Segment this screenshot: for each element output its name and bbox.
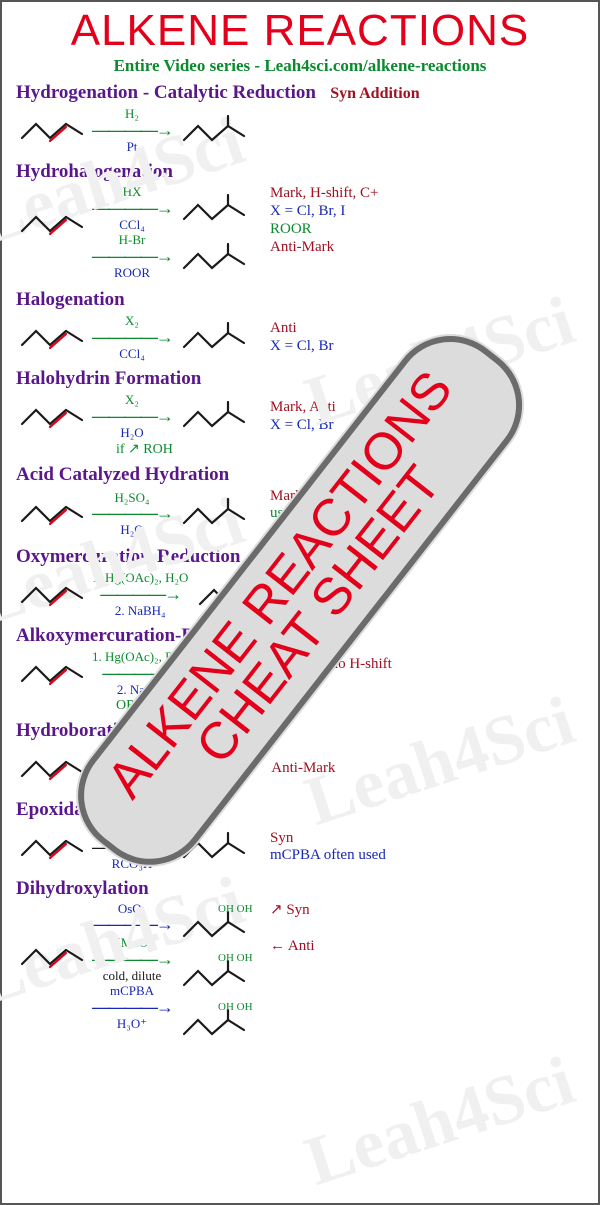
reaction-notes: AntiX = Cl, Br: [270, 320, 333, 355]
note-line: X = Cl, Br, I: [270, 203, 378, 221]
reactant-molecule: [16, 315, 86, 360]
reagent-top: 1. Hg(OAc)₂, H₂O: [92, 571, 188, 585]
reaction-arrow: H₂ ――――→ Pt: [92, 107, 172, 153]
reactant-molecule: [16, 394, 86, 439]
reagent-top: X₂: [125, 314, 139, 328]
arrow-line: ――――→: [92, 998, 172, 1017]
reaction-title: Hydrohalogenation: [16, 161, 598, 183]
reaction-block: Dihydroxylation OsO₄ ――――→ KMnO₄ ――――→ c…: [16, 878, 598, 1049]
reagent-bottom: CCl₄: [119, 218, 145, 232]
product-molecule: [178, 185, 258, 234]
reagent-bottom: cold, dilute: [103, 969, 162, 983]
reagent-top: KMnO₄: [111, 936, 152, 950]
arrow-line: ――――→: [92, 950, 172, 969]
product-molecule: OH OH: [178, 951, 258, 1000]
note-line: Anti-Mark: [270, 239, 378, 257]
reactant-molecule: [16, 651, 86, 696]
page-title: ALKENE REACTIONS: [2, 6, 598, 56]
reaction-block: Hydrogenation - Catalytic Reduction Syn …: [16, 82, 598, 155]
reagent-top: H-Br: [119, 233, 146, 247]
reaction-notes: SynmCPBA often used: [270, 830, 386, 865]
reagent-bottom: ROOR: [114, 266, 150, 280]
reactant-molecule: [16, 491, 86, 536]
reaction-title: Hydrogenation - Catalytic Reduction Syn …: [16, 82, 598, 104]
reactant-molecule: [16, 746, 86, 791]
reaction-notes: Mark, AntiX = Cl, Br: [270, 399, 336, 434]
note-line: ↗ Syn: [270, 902, 315, 920]
reagent-bottom: Pt: [127, 140, 138, 154]
note-line: X = Cl, Br: [270, 417, 336, 434]
arrow-line: ――――→: [92, 247, 172, 266]
reaction-arrow: KMnO₄ ――――→ cold, dilute: [92, 936, 172, 982]
note-line: Anti-Mark: [271, 760, 335, 777]
reagent-bottom: 2. NaBH₄: [115, 604, 166, 618]
subtitle-prefix: Entire Video series -: [114, 56, 265, 75]
side-note: Syn Addition: [330, 85, 419, 102]
reactant-molecule: [16, 108, 86, 153]
note-line: ROOR: [270, 221, 378, 239]
reagent-top: H₂SO₄: [114, 491, 149, 505]
reactant-molecule: [16, 825, 86, 870]
reaction-arrow: mCPBA ――――→ H₃O⁺: [92, 984, 172, 1030]
reagent-top: X₂: [125, 393, 139, 407]
arrow-line: ――――→: [92, 121, 172, 140]
reagent-bottom: CCl₄: [119, 347, 145, 361]
product-molecule: [178, 392, 258, 441]
reagent-top: H₂: [125, 107, 139, 121]
reaction-title: Halogenation: [16, 289, 598, 311]
product-molecule: [178, 234, 258, 283]
note-line: mCPBA often used: [270, 847, 386, 864]
reaction-arrow: 1. Hg(OAc)₂, H₂O ――――→ 2. NaBH₄: [92, 571, 188, 617]
subtitle-link[interactable]: Leah4sci.com/alkene-reactions: [264, 56, 486, 75]
arrow-line: ――――→: [100, 585, 180, 604]
cheat-sheet-page: Leah4Sci Leah4Sci Leah4Sci Leah4Sci Leah…: [0, 0, 600, 1205]
product-molecule: [178, 106, 258, 155]
arrow-line: ――――→: [92, 328, 172, 347]
reaction-arrow: X₂ ――――→ H₂O: [92, 393, 172, 439]
svg-text:OH OH: OH OH: [218, 903, 253, 915]
reagent-bottom: H₂O: [120, 523, 143, 537]
product-molecule: [178, 489, 258, 538]
note-line: Mark, Anti: [270, 399, 336, 416]
reaction-title: Hydroboration-Oxidation: [16, 720, 598, 742]
reaction-block: Hydrohalogenation HX ――――→ CCl₄ H-Br ―――…: [16, 161, 598, 283]
reactant-molecule: [16, 934, 86, 979]
reaction-title: Dihydroxylation: [16, 878, 598, 900]
reagent-bottom: H₂O: [120, 426, 143, 440]
svg-text:OH OH: OH OH: [218, 1001, 253, 1013]
watermark: Leah4Sci: [296, 1041, 583, 1202]
note-line: ← Anti: [270, 938, 315, 956]
note-line: Anti: [270, 320, 333, 337]
reactant-molecule: [16, 572, 86, 617]
header: ALKENE REACTIONS Entire Video series - L…: [2, 2, 598, 76]
reaction-arrow: X₂ ――――→ CCl₄: [92, 314, 172, 360]
reaction-arrow: H₂SO₄ ――――→ H₂O: [92, 491, 172, 537]
arrow-line: ――――→: [92, 504, 172, 523]
reagent-top: mCPBA: [110, 984, 154, 998]
note-line: Mark, H-shift, C+: [270, 185, 378, 203]
reagent-bottom: H₃O⁺: [117, 1017, 147, 1031]
product-molecule: OH OH: [178, 902, 258, 951]
reagent-top: HX: [123, 185, 142, 199]
reaction-notes: Anti-Mark: [271, 760, 335, 777]
note-line: [270, 920, 315, 938]
product-molecule: OH OH: [178, 1000, 258, 1049]
reaction-arrow: OsO₄ ――――→: [92, 902, 172, 935]
arrow-line: ――――→: [92, 199, 172, 218]
note-line: Syn: [270, 830, 386, 847]
svg-text:OH OH: OH OH: [218, 952, 253, 964]
arrow-line: ――――→: [92, 407, 172, 426]
reaction-block: Halogenation X₂ ――――→ CCl₄ AntiX = Cl, B…: [16, 289, 598, 362]
reaction-notes: Mark, H-shift, C+X = Cl, Br, IROORAnti-M…: [270, 185, 378, 257]
reaction-arrow: HX ――――→ CCl₄: [92, 185, 172, 231]
reagent-top: OsO₄: [118, 902, 146, 916]
reaction-arrow: H-Br ――――→ ROOR: [92, 233, 172, 279]
reaction-notes: ↗ Syn ← Anti: [270, 902, 315, 956]
reactant-molecule: [16, 201, 86, 246]
page-subtitle: Entire Video series - Leah4sci.com/alken…: [2, 56, 598, 76]
arrow-line: ――――→: [92, 915, 172, 934]
product-molecule: [178, 313, 258, 362]
note-line: X = Cl, Br: [270, 338, 333, 355]
